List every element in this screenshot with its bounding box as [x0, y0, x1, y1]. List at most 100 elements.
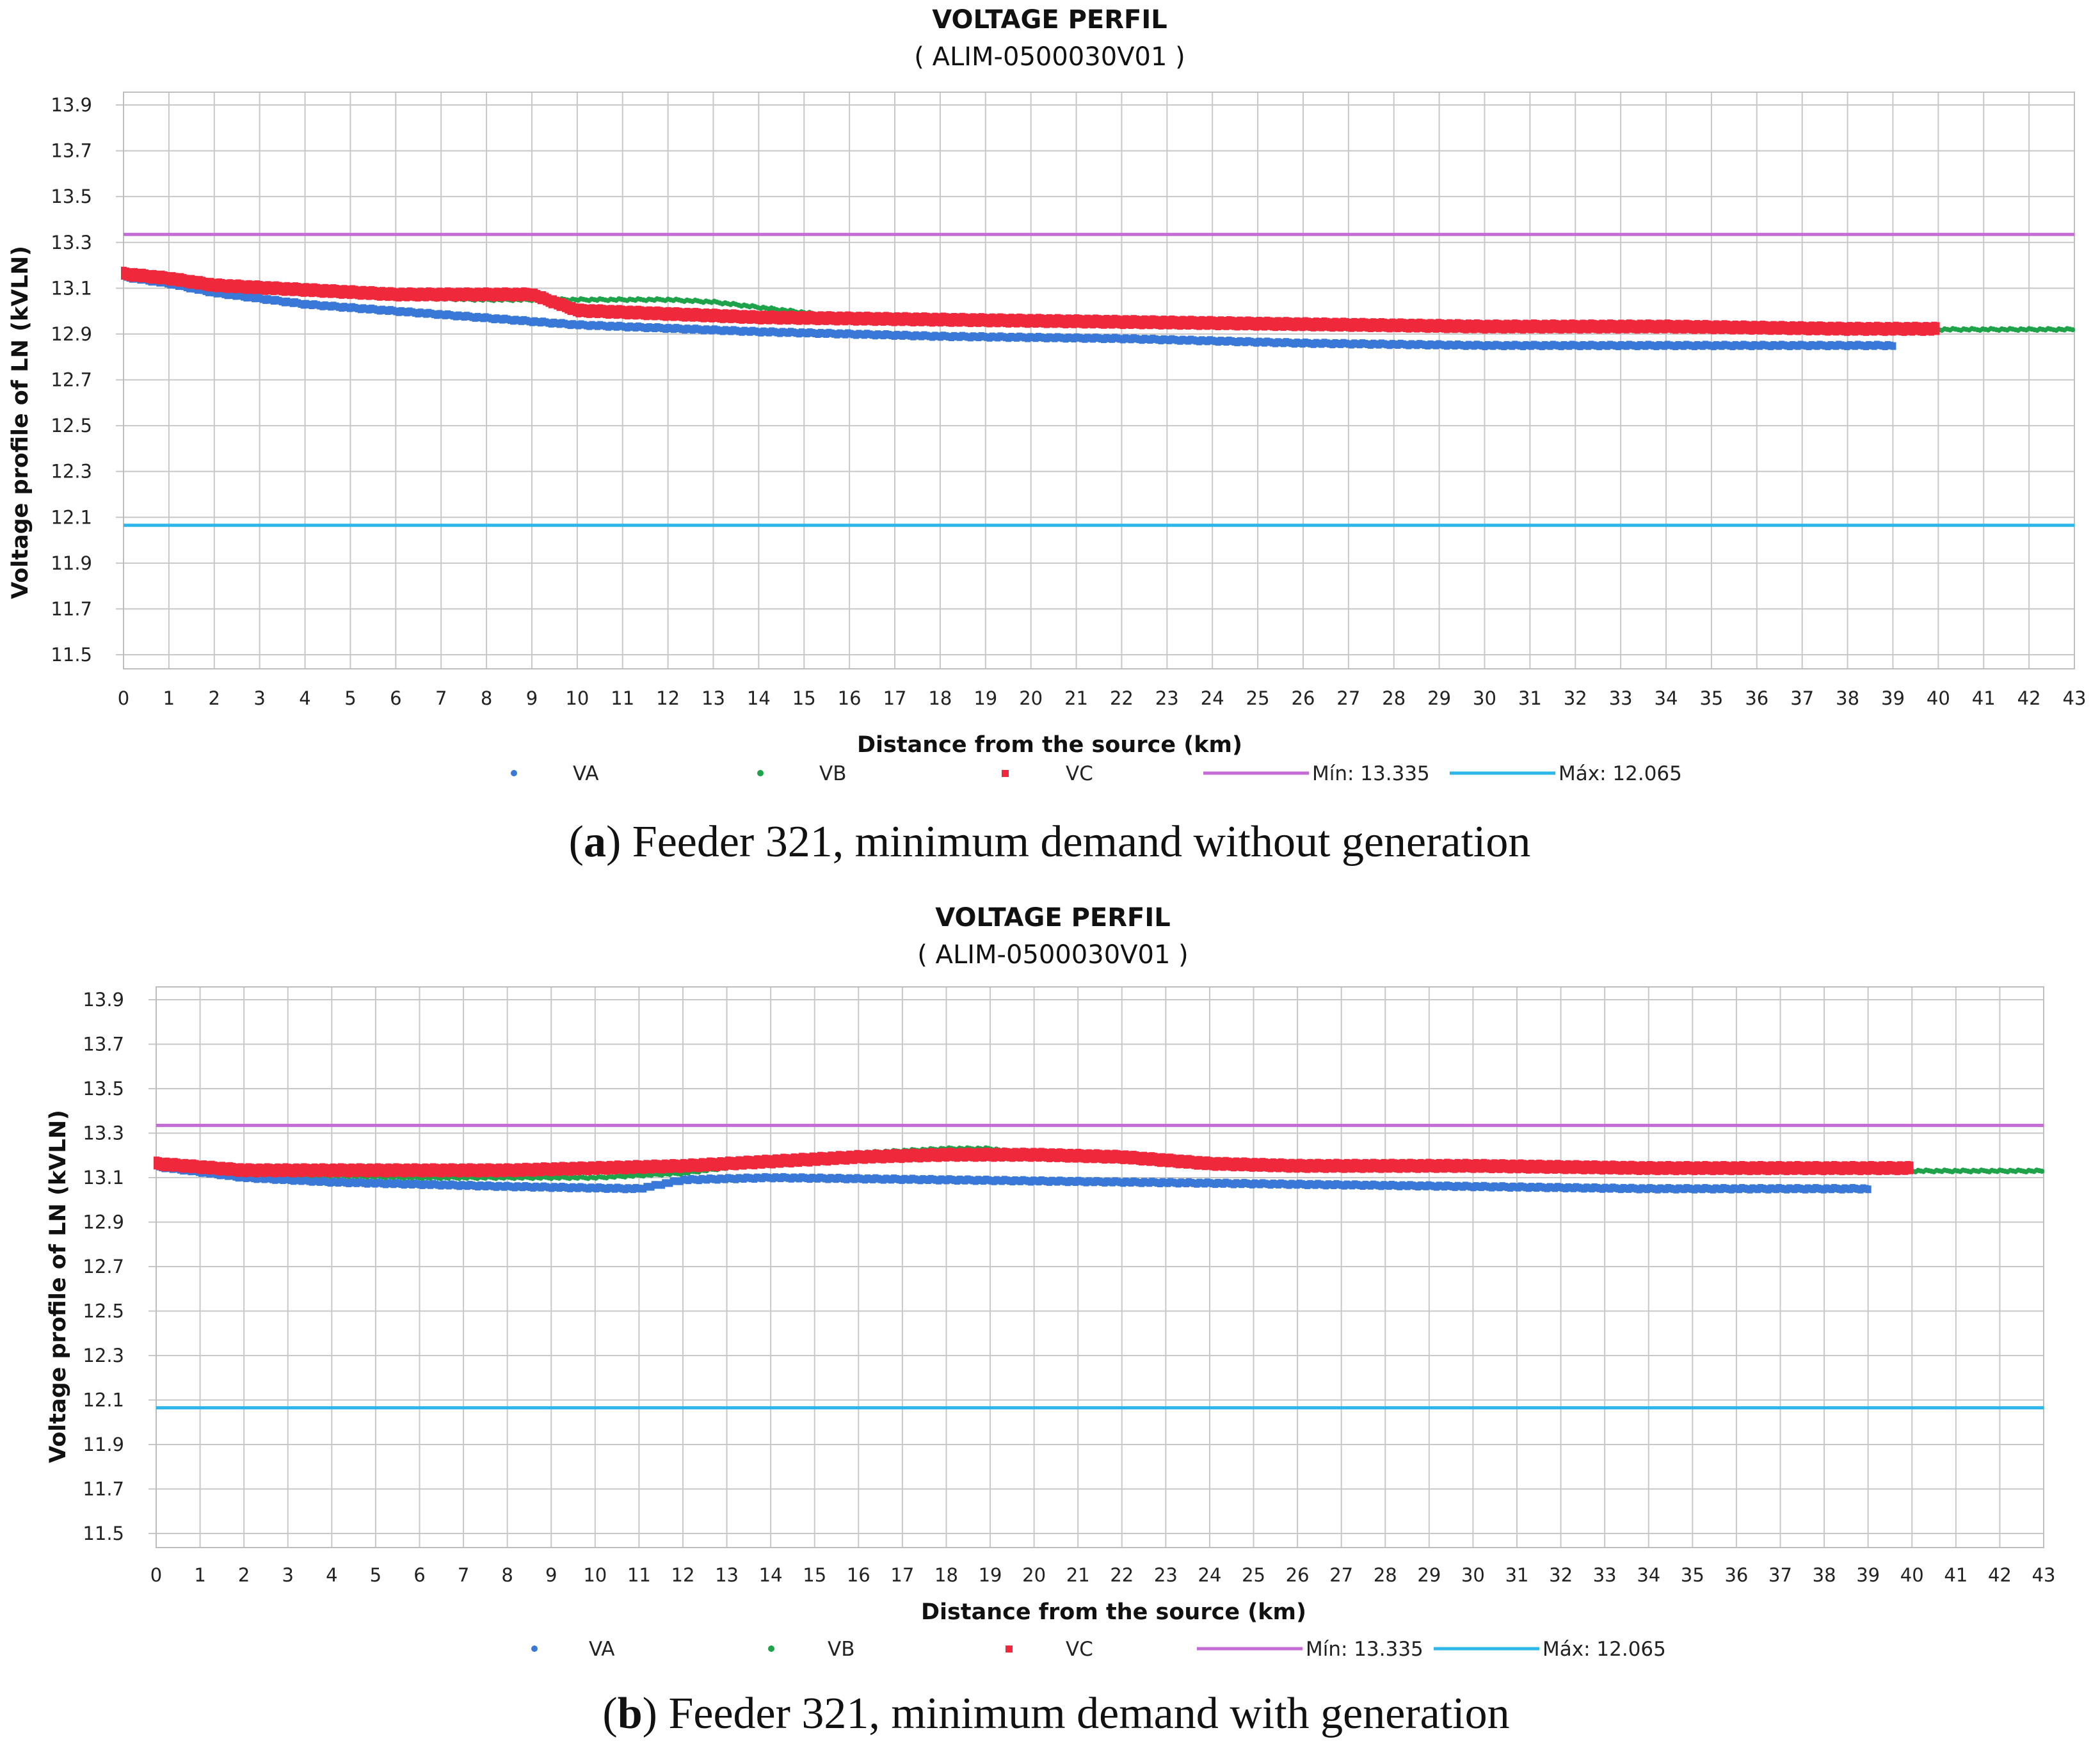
x-tick-label: 37 [1790, 687, 1814, 709]
y-tick-label: 12.5 [83, 1301, 124, 1322]
x-tick-label: 13 [701, 687, 725, 709]
x-tick-label: 22 [1110, 1564, 1134, 1586]
reference-lines [156, 1123, 2044, 1410]
y-tick-label: 12.9 [83, 1212, 124, 1233]
x-tick-label: 28 [1382, 687, 1406, 709]
chart-title: VOLTAGE PERFIL [932, 5, 1167, 35]
x-tick-label: 7 [435, 687, 447, 709]
x-tick-label: 6 [413, 1564, 425, 1586]
x-tick-label: 19 [979, 1564, 1002, 1586]
x-tick-label: 43 [2032, 1564, 2056, 1586]
legend-label-vc: VC [1066, 1638, 1093, 1661]
legend-label-vb: VB [828, 1638, 854, 1661]
x-tick-label: 39 [1856, 1564, 1880, 1586]
gridlines [148, 987, 2044, 1548]
x-tick-label: 2 [238, 1564, 250, 1586]
x-tick-label: 40 [1900, 1564, 1924, 1586]
x-tick-label: 0 [150, 1564, 162, 1586]
x-tick-label: 17 [890, 1564, 914, 1586]
data-point [1865, 1185, 1872, 1194]
x-tick-label: 31 [1518, 687, 1542, 709]
caption-a: (a) Feeder 321, minimum demand without g… [569, 817, 1531, 867]
chart-title: VOLTAGE PERFIL [935, 903, 1170, 933]
x-axis-label: Distance from the source (km) [857, 732, 1242, 758]
legend-label-max: Máx: 12.065 [1559, 762, 1682, 785]
legend-marker-vc [1002, 770, 1009, 777]
legend-label-min: Mín: 13.335 [1306, 1638, 1423, 1661]
series-vc [154, 1148, 1914, 1178]
y-tick-label: 12.9 [51, 323, 92, 345]
x-tick-label: 35 [1699, 687, 1723, 709]
caption-text: Feeder 321, minimum demand without gener… [632, 817, 1531, 867]
x-tick-label: 3 [282, 1564, 294, 1586]
x-tick-label: 33 [1609, 687, 1633, 709]
x-tick-label: 8 [481, 687, 492, 709]
gridlines [116, 92, 2075, 669]
y-tick-label: 13.3 [83, 1123, 124, 1144]
series-layer [154, 1145, 2045, 1194]
x-tick-label: 33 [1593, 1564, 1617, 1586]
x-tick-label: 26 [1286, 1564, 1310, 1586]
y-tick-label: 13.7 [83, 1034, 124, 1055]
y-tick-label: 12.3 [83, 1345, 124, 1366]
legend-marker-vc [1006, 1645, 1013, 1653]
x-tick-label: 22 [1110, 687, 1134, 709]
x-tick-label: 24 [1201, 687, 1224, 709]
y-tick-labels: 13.9 13.7 13.5 13.3 13.1 12.9 12.7 12.5 12.3 12.1… [83, 989, 124, 1544]
x-tick-label: 7 [458, 1564, 469, 1586]
legend-label-va: VA [589, 1638, 614, 1661]
legend-label-vc: VC [1066, 762, 1093, 785]
x-tick-label: 25 [1242, 1564, 1265, 1586]
x-tick-label: 12 [656, 687, 680, 709]
x-tick-label: 11 [627, 1564, 651, 1586]
x-tick-label: 20 [1022, 1564, 1046, 1586]
x-tick-label: 20 [1019, 687, 1043, 709]
legend: VA VB VC Mín: 13.335 Máx: 12.065 [511, 762, 1682, 785]
legend-marker-vb [768, 1645, 774, 1652]
x-tick-label: 1 [194, 1564, 205, 1586]
legend-marker-va [531, 1645, 538, 1652]
caption-letter: b [618, 1689, 643, 1738]
caption-text: Feeder 321, minimum demand with generati… [668, 1689, 1509, 1738]
series-vc [121, 266, 1940, 336]
x-tick-label: 34 [1637, 1564, 1660, 1586]
x-tick-label: 13 [715, 1564, 739, 1586]
x-tick-label: 2 [209, 687, 220, 709]
data-point [1907, 1161, 1914, 1174]
x-tick-label: 12 [671, 1564, 695, 1586]
x-tick-label: 15 [803, 1564, 826, 1586]
x-tick-label: 9 [526, 687, 538, 709]
x-tick-label: 32 [1564, 687, 1587, 709]
x-tick-label: 18 [934, 1564, 958, 1586]
x-tick-label: 34 [1655, 687, 1678, 709]
series-va [121, 272, 1896, 351]
y-tick-label: 12.1 [51, 506, 92, 528]
x-tick-labels: 0 1 2 3 4 5 6 7 8 9 10 11 12 13 14 15 16 17 18 19 20 21 22 23 24… [118, 687, 2087, 709]
y-tick-label: 11.7 [83, 1478, 124, 1500]
x-tick-label: 1 [163, 687, 175, 709]
x-tick-label: 5 [344, 687, 356, 709]
legend-label-min: Mín: 13.335 [1312, 762, 1430, 785]
legend: VA VB VC Mín: 13.335 Máx: 12.065 [531, 1638, 1666, 1661]
chart-subtitle: ( ALIM-0500030V01 ) [917, 940, 1188, 970]
y-tick-label: 13.3 [51, 232, 92, 253]
y-tick-label: 12.3 [51, 461, 92, 483]
reference-lines [124, 232, 2074, 527]
x-tick-label: 38 [1813, 1564, 1836, 1586]
data-point [2070, 327, 2076, 333]
x-tick-label: 4 [299, 687, 310, 709]
x-tick-label: 6 [390, 687, 401, 709]
data-point [2039, 1169, 2045, 1174]
y-tick-label: 13.7 [51, 140, 92, 162]
legend-marker-vb [757, 770, 764, 776]
x-tick-label: 10 [583, 1564, 607, 1586]
y-tick-label: 11.9 [51, 552, 92, 574]
caption-b: (b) Feeder 321, minimum demand with gene… [602, 1689, 1509, 1738]
x-tick-label: 27 [1329, 1564, 1353, 1586]
x-tick-label: 38 [1836, 687, 1859, 709]
x-tick-label: 31 [1505, 1564, 1529, 1586]
x-tick-label: 10 [565, 687, 589, 709]
y-tick-label: 13.5 [51, 186, 92, 207]
